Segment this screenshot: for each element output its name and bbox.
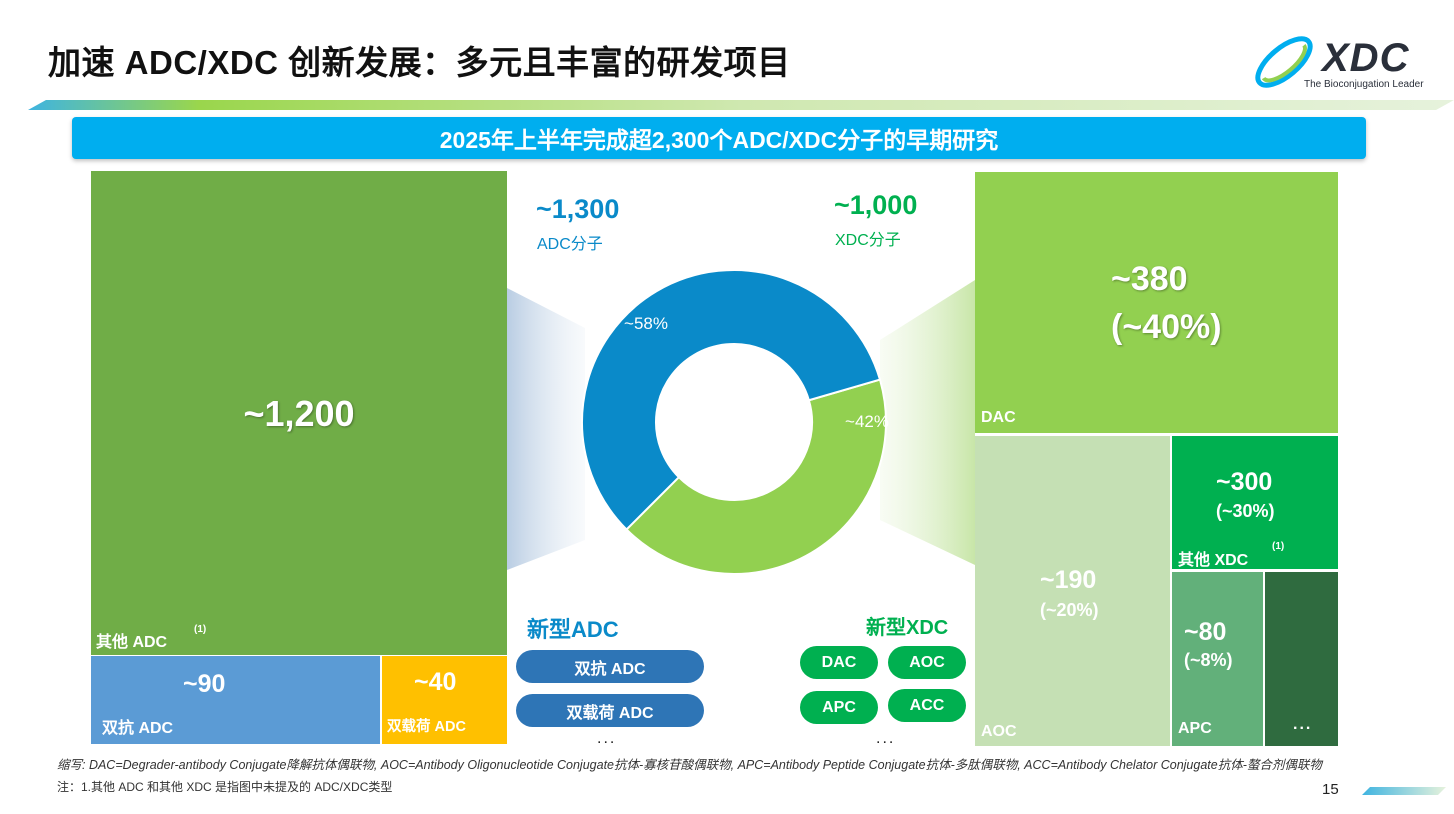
adc-xdc-donut-chart: ~42% ~58% — [581, 269, 889, 575]
new-xdc-pill-apc: APC — [800, 691, 878, 724]
bispecific-adc-value: ~90 — [183, 670, 226, 698]
new-adc-pill-dual-payload: 双载荷 ADC — [516, 694, 704, 727]
more-label: ... — [1293, 716, 1313, 733]
adc-total-label: ADC分子 — [537, 236, 603, 253]
other-adc-label: 其他 ADC — [96, 634, 168, 651]
page-number: 15 — [1322, 781, 1339, 798]
footer-stripe — [1362, 787, 1446, 795]
other-adc-value: ~1,200 — [243, 393, 355, 434]
other-xdc-value: ~300 — [1216, 468, 1273, 496]
other-xdc-label: 其他 XDC — [1178, 552, 1249, 569]
treemap-dac: ~380 (~40%) DAC — [975, 172, 1338, 433]
new-xdc-more: ... — [876, 730, 896, 747]
new-xdc-pill-acc: ACC — [888, 689, 966, 722]
dac-label: DAC — [981, 409, 1016, 426]
dual-payload-adc-value: ~40 — [414, 668, 457, 696]
dac-pct: (~40%) — [1111, 308, 1222, 346]
apc-pct: (~8%) — [1184, 650, 1233, 670]
apc-label: APC — [1178, 720, 1212, 737]
adc-connector-wedge — [507, 288, 585, 570]
header-stripe — [28, 100, 1454, 110]
new-adc-heading: 新型ADC — [527, 617, 619, 642]
footer-note: 注：1.其他 ADC 和其他 XDC 是指图中未提及的 ADC/XDC类型 — [57, 780, 393, 794]
donut-label-adc: ~58% — [624, 314, 668, 333]
donut-label-xdc: ~42% — [845, 412, 889, 431]
new-xdc-pill-dac: DAC — [800, 646, 878, 679]
treemap-apc: ~80 (~8%) APC — [1172, 572, 1263, 746]
new-xdc-heading: 新型XDC — [866, 617, 949, 639]
xdc-logo-icon — [1255, 36, 1313, 88]
donut-slice-adc — [581, 269, 882, 531]
adc-total-value: ~1,300 — [536, 194, 620, 224]
treemap-bispecific-adc: ~90 双抗 ADC — [91, 656, 380, 744]
new-adc-more: ... — [597, 730, 617, 747]
dual-payload-adc-label: 双载荷 ADC — [387, 719, 466, 735]
treemap-aoc: ~190 (~20%) AOC — [975, 436, 1170, 746]
xdc-total-value: ~1,000 — [834, 190, 918, 220]
other-xdc-footnote: (1) — [1272, 541, 1285, 552]
new-adc-pill-bispecific: 双抗 ADC — [516, 650, 704, 683]
page-title: 加速 ADC/XDC 创新发展：多元且丰富的研发项目 — [48, 44, 791, 81]
treemap-dual-payload-adc: ~40 双载荷 ADC — [382, 656, 507, 744]
treemap-other-xdc: ~300 (~30%) 其他 XDC (1) — [1172, 436, 1338, 569]
new-xdc-pill-aoc: AOC — [888, 646, 966, 679]
logo-tagline: The Bioconjugation Leader — [1304, 79, 1424, 90]
treemap-other-adc: ~1,200 其他 ADC (1) — [91, 171, 507, 655]
footer-abbreviations: 缩写: DAC=Degrader-antibody Conjugate降解抗体偶… — [57, 758, 1322, 772]
donut-slice-xdc — [625, 378, 887, 575]
logo-text: XDC — [1322, 36, 1410, 80]
aoc-label: AOC — [981, 723, 1017, 740]
other-adc-footnote: (1) — [194, 624, 207, 635]
other-xdc-pct: (~30%) — [1216, 501, 1275, 521]
aoc-pct: (~20%) — [1040, 600, 1099, 620]
dac-value: ~380 — [1111, 260, 1188, 298]
xdc-total-label: XDC分子 — [835, 232, 901, 249]
xdc-connector-wedge — [880, 280, 975, 565]
aoc-value: ~190 — [1040, 566, 1097, 594]
treemap-more: ... — [1265, 572, 1338, 746]
summary-banner: 2025年上半年完成超2,300个ADC/XDC分子的早期研究 — [72, 117, 1366, 159]
apc-value: ~80 — [1184, 618, 1227, 646]
bispecific-adc-label: 双抗 ADC — [102, 720, 174, 737]
